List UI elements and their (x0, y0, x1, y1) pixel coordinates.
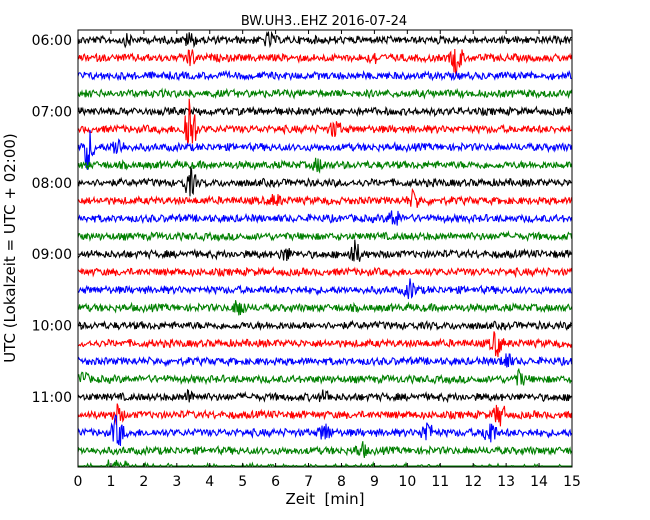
trace-group (77, 30, 573, 468)
trace-line (77, 266, 573, 279)
trace-line (77, 388, 572, 404)
y-tick-label: 08:00 (32, 176, 72, 192)
trace-line (77, 30, 572, 49)
trace-line (77, 87, 573, 100)
x-tick-label: 10 (398, 474, 416, 490)
x-axis: 0 1 2 3 4 5 6 7 8 9 10 11 12 13 14 15 (74, 30, 581, 490)
x-tick-label: 14 (530, 474, 548, 490)
y-tick-label: 10:00 (32, 319, 72, 335)
trace-line (77, 69, 572, 82)
x-tick-label: 12 (464, 474, 482, 490)
trace-line (77, 353, 573, 368)
trace-line (77, 414, 573, 447)
x-tick-label: 13 (497, 474, 515, 490)
trace-line (77, 230, 573, 243)
x-tick-label: 5 (238, 474, 247, 490)
x-tick-label: 6 (271, 474, 280, 490)
trace-line (77, 129, 573, 170)
trace-line (77, 367, 573, 386)
trace-line (77, 210, 573, 226)
trace-line (77, 319, 573, 331)
trace-line (77, 239, 572, 262)
trace-line (77, 331, 573, 358)
trace-line (77, 48, 573, 77)
trace-line (77, 278, 572, 300)
trace-line (77, 300, 573, 316)
x-tick-label: 7 (304, 474, 313, 490)
trace-line (77, 166, 572, 197)
x-tick-label: 1 (106, 474, 115, 490)
x-tick-label: 11 (431, 474, 449, 490)
plot-frame (77, 29, 573, 468)
trace-line (78, 98, 572, 145)
x-tick-label: 4 (205, 474, 214, 490)
trace-line (78, 459, 572, 468)
x-tick-label: 0 (74, 474, 83, 490)
trace-line (77, 403, 573, 427)
y-tick-label: 11:00 (32, 390, 72, 406)
y-tick-label: 09:00 (32, 247, 72, 263)
x-tick-label: 3 (172, 474, 181, 490)
trace-line (77, 441, 573, 459)
chart-title: BW.UH3..EHZ 2016-07-24 (241, 14, 407, 29)
x-tick-label: 9 (370, 474, 379, 490)
y-axis-label: UTC (Lokalzeit = UTC + 02:00) (1, 133, 19, 363)
x-tick-label: 15 (563, 474, 581, 490)
trace-line (77, 157, 573, 174)
y-axis: 06:00 07:00 08:00 09:00 10:00 11:00 (32, 33, 572, 406)
x-tick-label: 2 (139, 474, 148, 490)
x-axis-label: Zeit [min] (285, 490, 364, 508)
y-tick-label: 06:00 (32, 33, 72, 49)
trace-line (77, 187, 573, 208)
x-tick-label: 8 (337, 474, 346, 490)
y-tick-label: 07:00 (32, 104, 72, 120)
trace-line (77, 105, 573, 118)
